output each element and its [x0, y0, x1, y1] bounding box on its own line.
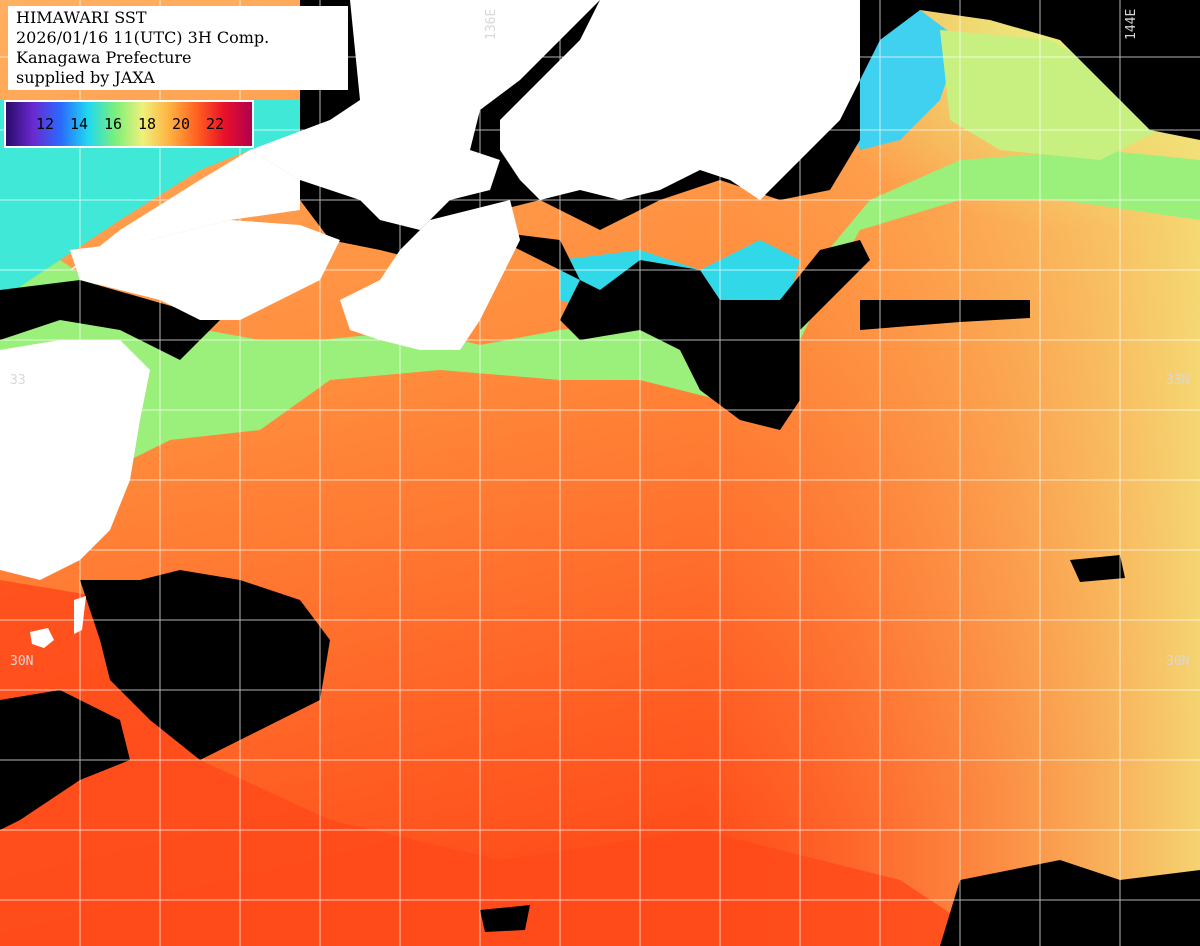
legend-tick-12: 12	[35, 115, 55, 133]
land-kii-peninsula	[340, 200, 520, 350]
legend-tick-22: 22	[205, 115, 225, 133]
land-small-island	[30, 628, 54, 648]
legend-color-bar	[6, 102, 252, 146]
timestamp: 2026/01/16 11(UTC) 3H Comp.	[16, 28, 270, 47]
cloud-mask-east-patch	[1070, 555, 1125, 582]
hot-water-southwest	[0, 580, 1000, 946]
land-kyushu	[0, 340, 150, 580]
lat-label-30-left: 30N	[10, 654, 34, 669]
data-credit: supplied by JAXA	[16, 68, 155, 87]
temperature-legend: 12 14 16 18 20 22	[4, 100, 254, 148]
land-western-honshu	[70, 150, 300, 270]
product-title: HIMAWARI SST	[16, 8, 147, 27]
info-box: HIMAWARI SST 2026/01/16 11(UTC) 3H Comp.…	[8, 6, 348, 90]
publisher: Kanagawa Prefecture	[16, 48, 192, 67]
lon-label-136e: 136E	[484, 8, 499, 40]
cloud-mask-south-small	[480, 905, 530, 932]
cloud-mask-kii	[480, 230, 870, 430]
coastal-green-water	[0, 150, 1200, 560]
cloud-mask-south-east	[940, 860, 1200, 946]
lat-label-33-right: 33N	[1166, 373, 1190, 388]
land-honshu-east	[500, 0, 860, 200]
cloud-mask-northeast	[860, 0, 1200, 140]
lon-label-144e: 144E	[1124, 8, 1139, 40]
lat-label-33-left: 33	[10, 373, 26, 388]
cloud-mask-east-streak	[860, 300, 1030, 330]
legend-tick-14: 14	[69, 115, 89, 133]
legend-tick-labels: 12 14 16 18 20 22	[6, 102, 252, 146]
legend-tick-20: 20	[171, 115, 191, 133]
cloud-mask-south-west	[80, 570, 330, 760]
north-green-eddy	[940, 30, 1160, 160]
legend-tick-16: 16	[103, 115, 123, 133]
lat-label-30-right: 30N	[1166, 654, 1190, 669]
coastal-cool-water-west	[0, 100, 360, 300]
legend-tick-18: 18	[137, 115, 157, 133]
